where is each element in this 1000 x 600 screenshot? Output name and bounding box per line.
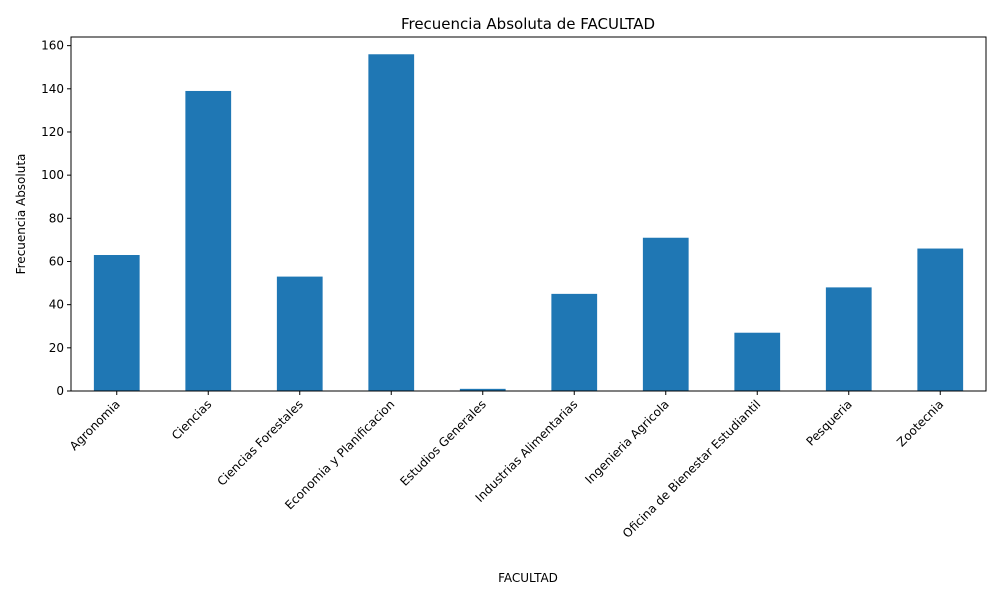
bar-5	[551, 293, 598, 391]
bar-6	[642, 237, 689, 391]
y-axis-label: Frecuencia Absoluta	[14, 154, 28, 275]
y-tick-label: 80	[49, 211, 64, 225]
y-tick-label: 140	[41, 82, 64, 96]
bar-3	[368, 54, 415, 392]
y-tick-label: 120	[41, 125, 64, 139]
y-tick-label: 60	[49, 254, 64, 268]
y-tick-label: 40	[49, 298, 64, 312]
chart-title: Frecuencia Absoluta de FACULTAD	[401, 15, 655, 33]
y-tick-label: 100	[41, 168, 64, 182]
bar-4	[459, 388, 506, 391]
x-axis-label: FACULTAD	[498, 571, 558, 585]
bars-group	[93, 54, 964, 392]
plot-frame	[70, 36, 987, 392]
bar-9	[917, 248, 964, 391]
bar-8	[825, 287, 872, 391]
y-tick-label: 0	[56, 384, 64, 398]
bar-2	[276, 276, 323, 391]
bar-1	[185, 90, 232, 392]
y-tick-label: 160	[41, 39, 64, 53]
y-tick-label: 20	[49, 341, 64, 355]
y-axis: 0 20 40 60 80 100 120 140 160	[41, 39, 71, 398]
bar-0	[93, 255, 140, 391]
bar-7	[734, 332, 781, 391]
